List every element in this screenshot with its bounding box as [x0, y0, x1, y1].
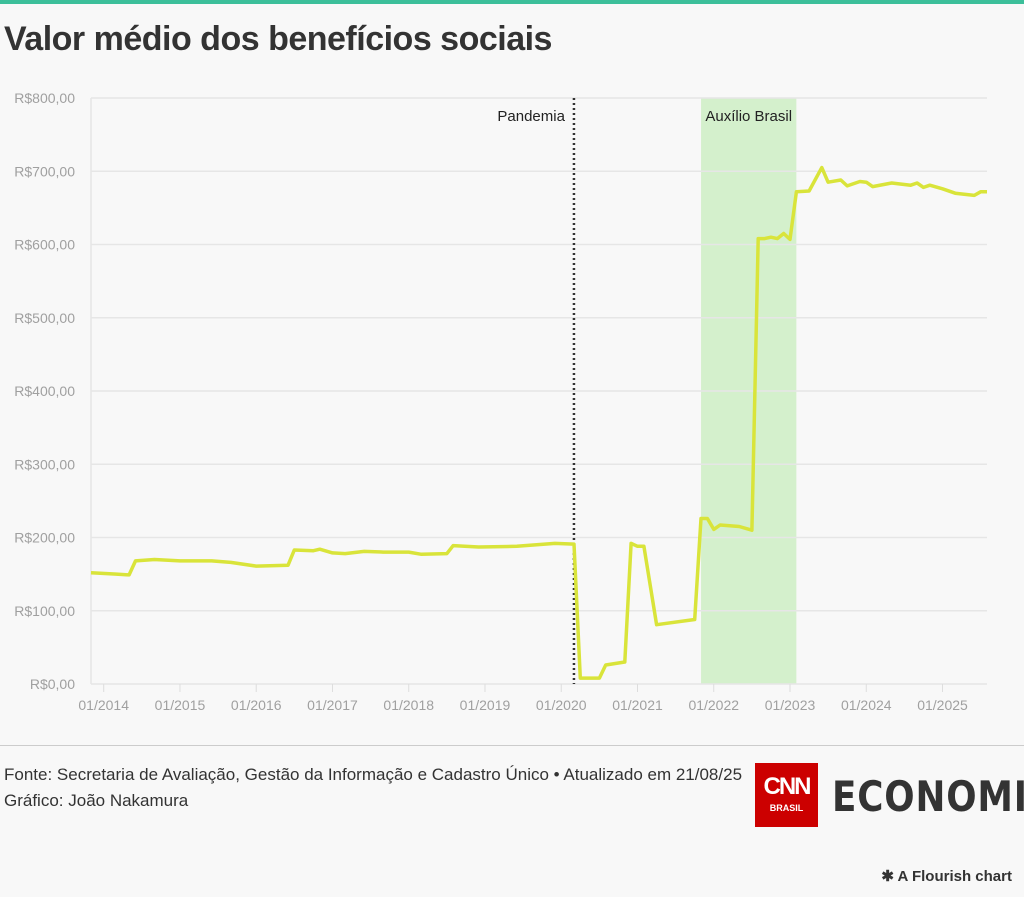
y-tick-label: R$400,00: [14, 383, 75, 399]
credit-text: Gráfico: João Nakamura: [4, 791, 189, 810]
x-tick-label: 01/2022: [688, 697, 739, 713]
y-tick-label: R$600,00: [14, 237, 75, 253]
footer: Fonte: Secretaria de Avaliação, Gestão d…: [4, 762, 754, 814]
cnn-logo-sub: BRASIL: [769, 803, 804, 813]
y-tick-label: R$200,00: [14, 530, 75, 546]
chart-title: Valor médio dos benefícios sociais: [4, 20, 552, 58]
x-tick-label: 01/2019: [460, 697, 511, 713]
y-tick-label: R$0,00: [30, 676, 75, 692]
series-line: [90, 165, 987, 680]
source-text: Fonte: Secretaria de Avaliação, Gestão d…: [4, 765, 743, 784]
economia-logo: ECONOMIA: [832, 772, 1024, 821]
x-tick-label: 01/2017: [307, 697, 358, 713]
cnn-brasil-logo: CNN BRASIL: [755, 763, 818, 827]
x-tick-label: 01/2025: [917, 697, 968, 713]
line-chart: R$0,00 R$100,00 R$200,00 R$300,00 R$400,00 R$…: [14, 90, 987, 713]
y-tick-label: R$700,00: [14, 163, 75, 179]
auxilio-label: Auxílio Brasil: [705, 108, 792, 125]
divider: [0, 745, 1024, 746]
y-tick-label: R$800,00: [14, 90, 75, 106]
x-tick-label: 01/2020: [536, 697, 587, 713]
accent-bar: [0, 0, 1024, 4]
cnn-logo-text: CNN: [763, 773, 812, 800]
x-tick-label: 01/2015: [155, 697, 206, 713]
pandemia-label: Pandemia: [497, 108, 565, 125]
flourish-link[interactable]: ✱ A Flourish chart: [881, 867, 1012, 885]
y-tick-label: R$100,00: [14, 603, 75, 619]
x-tick-label: 01/2021: [612, 697, 663, 713]
x-tick-label: 01/2016: [231, 697, 282, 713]
x-tick-label: 01/2018: [383, 697, 434, 713]
x-tick-label: 01/2023: [765, 697, 816, 713]
x-tick-label: 01/2024: [841, 697, 892, 713]
y-tick-label: R$300,00: [14, 456, 75, 472]
flourish-label: A Flourish chart: [897, 868, 1012, 885]
x-tick-label: 01/2014: [78, 697, 129, 713]
flourish-icon: ✱: [881, 868, 898, 885]
y-tick-label: R$500,00: [14, 310, 75, 326]
